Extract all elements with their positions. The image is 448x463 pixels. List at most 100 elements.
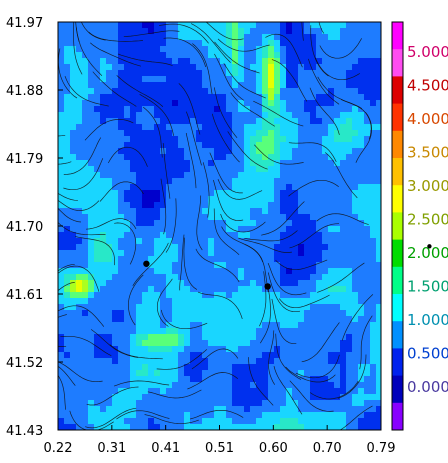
heatmap-cell (160, 280, 167, 287)
heatmap-cell (352, 250, 359, 257)
heatmap-cell (280, 346, 287, 353)
heatmap-cell (328, 178, 335, 185)
heatmap-cell (226, 70, 233, 77)
heatmap-cell (148, 220, 155, 227)
heatmap-cell (304, 274, 311, 281)
heatmap-cell (376, 346, 381, 353)
heatmap-cell (334, 346, 341, 353)
heatmap-cell (304, 58, 311, 65)
heatmap-cell (196, 310, 203, 317)
heatmap-cell (136, 166, 143, 173)
heatmap-cell (76, 340, 83, 347)
heatmap-cell (160, 184, 167, 191)
heatmap-cell (358, 82, 365, 89)
heatmap-cell (238, 250, 245, 257)
heatmap-cell (274, 64, 281, 71)
heatmap-cell (178, 346, 185, 353)
heatmap-cell (370, 262, 377, 269)
heatmap-cell (112, 364, 119, 371)
heatmap-cell (346, 46, 353, 53)
heatmap-cell (172, 52, 179, 59)
heatmap-cell (160, 22, 167, 29)
heatmap-cell (106, 136, 113, 143)
heatmap-cell (136, 322, 143, 329)
heatmap-cell (172, 406, 179, 413)
heatmap-cell (262, 424, 269, 430)
heatmap-cell (202, 46, 209, 53)
heatmap-cell (148, 94, 155, 101)
heatmap-cell (118, 226, 125, 233)
heatmap-cell (334, 256, 341, 263)
heatmap-cell (280, 52, 287, 59)
heatmap-cell (304, 34, 311, 41)
heatmap-cell (256, 100, 263, 107)
heatmap-cell (370, 274, 377, 281)
heatmap-cell (70, 244, 77, 251)
heatmap-cell (196, 82, 203, 89)
heatmap-cell (112, 190, 119, 197)
heatmap-cell (286, 406, 293, 413)
heatmap-cell (58, 160, 65, 167)
heatmap-cell (178, 370, 185, 377)
heatmap-cell (328, 40, 335, 47)
heatmap-cell (88, 76, 95, 83)
heatmap-cell (292, 286, 299, 293)
heatmap-cell (286, 178, 293, 185)
heatmap-cell (184, 64, 191, 71)
heatmap-cell (256, 112, 263, 119)
heatmap-cell (292, 316, 299, 323)
heatmap-cell (268, 58, 275, 65)
heatmap-cell (154, 82, 161, 89)
heatmap-cell (328, 226, 335, 233)
heatmap-cell (238, 262, 245, 269)
streamline (85, 218, 137, 230)
heatmap-cell (298, 40, 305, 47)
heatmap-cell (136, 346, 143, 353)
heatmap-cell (256, 130, 263, 137)
heatmap-cell (328, 358, 335, 365)
heatmap-cell (196, 424, 203, 430)
heatmap-cell (268, 40, 275, 47)
heatmap-cell (214, 112, 221, 119)
streamline (75, 27, 103, 76)
heatmap-cell (238, 346, 245, 353)
streamline (58, 265, 100, 292)
heatmap-cell (256, 268, 263, 275)
heatmap-cell (310, 40, 317, 47)
heatmap-cell (292, 418, 299, 425)
heatmap-cell (376, 106, 381, 113)
heatmap-cell (112, 424, 119, 430)
heatmap-cell (334, 400, 341, 407)
heatmap-cell (130, 52, 137, 59)
heatmap-cell (58, 412, 65, 419)
heatmap-cell (166, 130, 173, 137)
heatmap-cell (202, 364, 209, 371)
heatmap-cell (310, 226, 317, 233)
heatmap-cell (208, 394, 215, 401)
streamline (355, 112, 372, 163)
heatmap-cell (202, 406, 209, 413)
heatmap-cell (232, 358, 239, 365)
heatmap-cell (100, 172, 107, 179)
heatmap-cell (136, 328, 143, 335)
streamline (310, 380, 359, 400)
heatmap-cell (196, 112, 203, 119)
heatmap-cell (196, 118, 203, 125)
streamline (58, 305, 105, 327)
heatmap-cell (106, 388, 113, 395)
heatmap-cell (76, 274, 83, 281)
heatmap-cell (142, 256, 149, 263)
heatmap-cell (58, 394, 65, 401)
heatmap-cell (358, 310, 365, 317)
heatmap-cell (184, 88, 191, 95)
heatmap-cell (82, 88, 89, 95)
heatmap-cell (376, 292, 381, 299)
heatmap-cell (76, 58, 83, 65)
heatmap-cell (82, 148, 89, 155)
heatmap-cell (232, 148, 239, 155)
heatmap-cell (274, 370, 281, 377)
heatmap-cell (100, 124, 107, 131)
heatmap-cell (244, 70, 251, 77)
heatmap-cell (160, 322, 167, 329)
heatmap-cell (154, 154, 161, 161)
